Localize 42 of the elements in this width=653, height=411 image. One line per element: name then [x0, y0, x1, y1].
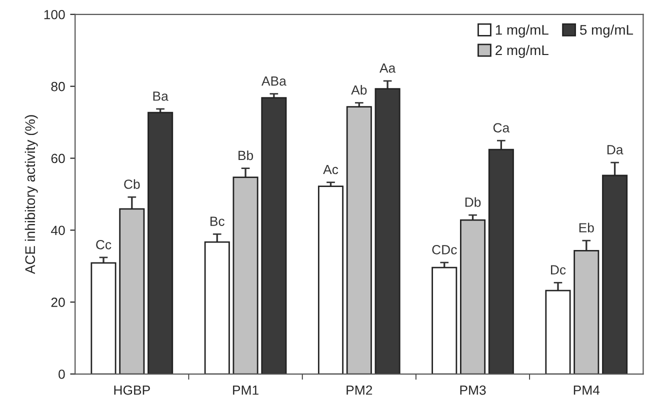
y-tick-label: 80	[51, 82, 65, 92]
x-tick-label: PM4	[574, 386, 600, 395]
data-label: Da	[607, 145, 624, 154]
legend-label: 2 mg/mL	[496, 44, 548, 58]
y-tick-label: 0	[58, 370, 65, 379]
x-tick-label: PM1	[233, 386, 258, 395]
x-tick-label: PM2	[346, 385, 372, 395]
data-label: Ca	[493, 123, 510, 132]
data-label: Ba	[153, 92, 168, 101]
bar	[232, 176, 258, 374]
bar	[346, 106, 372, 374]
data-label: Bb	[238, 150, 254, 160]
bar	[261, 97, 287, 374]
data-label: Aa	[380, 64, 396, 73]
bar	[432, 266, 458, 374]
legend-label: 5 mg/mL	[580, 24, 634, 38]
y-tick-label: 20	[51, 298, 65, 307]
y-tick-label: 60	[51, 154, 65, 164]
y-axis-title: ACE inhibitory activity (%)	[24, 115, 38, 274]
data-label: Dc	[551, 265, 566, 274]
bar	[318, 186, 344, 374]
data-label: CDc	[432, 245, 457, 254]
x-tick-label: HGBP	[114, 385, 150, 395]
x-tick-label: PM3	[460, 385, 486, 395]
data-label: Db	[465, 197, 481, 207]
data-label: Eb	[579, 222, 594, 232]
bar	[574, 250, 600, 374]
bar	[119, 208, 145, 374]
legend-label: 1 mg/mL	[496, 24, 548, 38]
bar	[148, 112, 174, 374]
y-tick-label: 40	[51, 226, 65, 236]
data-label: Ac	[323, 164, 338, 174]
bar	[460, 219, 486, 374]
y-tick-label: 100	[44, 10, 65, 20]
data-label: Ab	[351, 84, 367, 95]
bar	[90, 262, 116, 374]
bar	[545, 290, 571, 374]
data-label: Cc	[96, 240, 112, 250]
bar	[204, 241, 230, 374]
data-label: ABa	[261, 76, 286, 86]
data-label: Bc	[210, 216, 224, 226]
data-label: Cb	[124, 179, 140, 189]
